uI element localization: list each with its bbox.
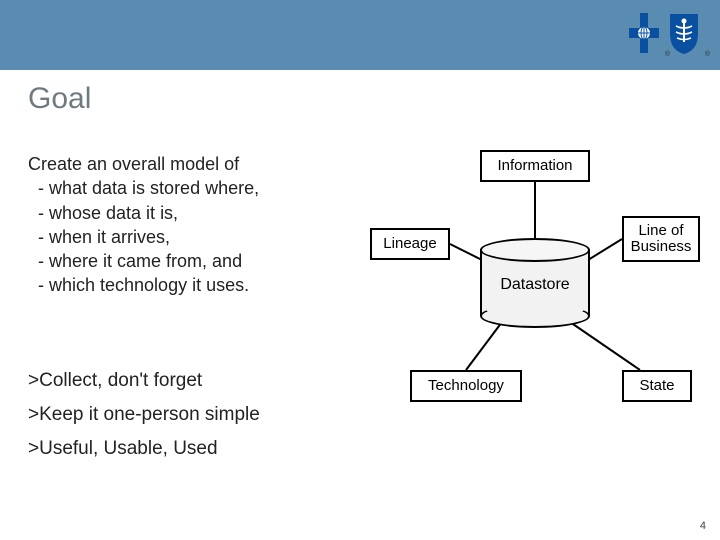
principles-list: >Collect, don't forget >Keep it one-pers… <box>28 370 260 472</box>
bullet: - which technology it uses. <box>28 273 259 297</box>
datastore-cylinder: Datastore <box>480 238 590 328</box>
datastore-diagram: Datastore Information Lineage Line of Busi… <box>370 150 700 420</box>
bullet: - whose data it is, <box>28 201 259 225</box>
datastore-label: Datastore <box>500 276 569 294</box>
body-text: Create an overall model of - what data i… <box>28 152 259 298</box>
bullet: - when it arrives, <box>28 225 259 249</box>
shield-caduceus-icon: ® <box>666 10 702 56</box>
principle: >Useful, Usable, Used <box>28 438 260 460</box>
diagram-node-lineage: Lineage <box>370 228 450 260</box>
bullet: - what data is stored where, <box>28 176 259 200</box>
intro-line: Create an overall model of <box>28 152 259 176</box>
diagram-node-state: State <box>622 370 692 402</box>
principle: >Collect, don't forget <box>28 370 260 392</box>
page-number: 4 <box>700 520 706 532</box>
header-band <box>0 0 720 70</box>
cross-globe-icon: ® <box>626 10 662 56</box>
registered-mark: ® <box>705 51 710 58</box>
brand-logos: ® ® <box>626 10 702 56</box>
page-title: Goal <box>28 82 91 116</box>
principle: >Keep it one-person simple <box>28 404 260 426</box>
bullet: - where it came from, and <box>28 249 259 273</box>
diagram-node-info: Information <box>480 150 590 182</box>
diagram-node-lob: Line of Business <box>622 216 700 262</box>
diagram-node-tech: Technology <box>410 370 522 402</box>
